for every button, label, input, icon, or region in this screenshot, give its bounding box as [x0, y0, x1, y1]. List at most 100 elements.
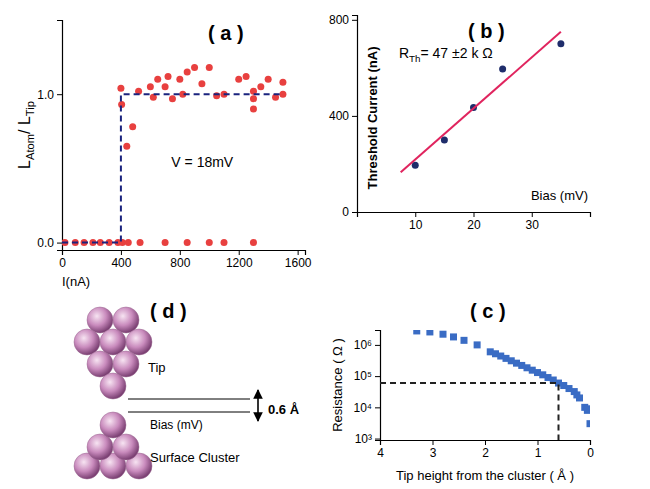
x-axis-title: Bias (mV)	[531, 188, 588, 203]
panel: 4321010³10⁴10⁵10⁶( c )Tip height from th…	[330, 300, 594, 483]
axis-line	[375, 331, 381, 441]
axis-line	[352, 16, 358, 213]
point	[265, 76, 272, 83]
point	[461, 337, 468, 344]
point	[499, 66, 506, 73]
tick: 1200	[226, 250, 253, 270]
y-axis: 0400800	[329, 13, 358, 219]
axis-line	[63, 251, 306, 256]
tick-mark	[57, 243, 62, 244]
tick: 400	[111, 250, 131, 270]
axis-line	[57, 21, 63, 251]
point	[413, 330, 420, 334]
subscript: Atom	[24, 134, 36, 160]
tick: 10⁵	[354, 369, 380, 383]
panel: 1020300400800( b )Bias (mV)Threshold Cur…	[329, 13, 591, 231]
tick: 10⁶	[354, 338, 380, 352]
tick-label: 30	[526, 218, 540, 232]
text-part: = 47 ±2 k Ω	[421, 45, 493, 61]
x-axis: 040080012001600	[59, 250, 312, 270]
tick: 2	[482, 440, 489, 460]
text-part: / L	[16, 116, 33, 134]
label: Tip	[148, 360, 166, 375]
text-part: R	[399, 45, 409, 61]
point	[184, 239, 191, 246]
point	[221, 239, 228, 246]
line	[401, 32, 561, 173]
subscript: Th	[409, 53, 420, 64]
point	[147, 83, 154, 90]
y-axis: 10³ 10⁴ 10⁵ 10⁶	[353, 331, 380, 446]
annotation: RTh= 47 ±2 k Ω	[399, 45, 493, 64]
atom	[113, 351, 139, 377]
tick-label: 4	[377, 446, 384, 460]
gap-line	[128, 412, 250, 413]
axis-line	[381, 441, 591, 446]
tick-label: 20	[467, 218, 481, 232]
atom	[87, 307, 113, 333]
panel-label: ( a )	[208, 22, 244, 44]
point	[206, 239, 213, 246]
tick-mark	[375, 345, 380, 346]
gap-arrow	[257, 390, 259, 421]
tick: 10⁴	[353, 401, 380, 415]
diagram: ( d )Tip0.6 ÅBias (mV)Surface Cluster	[74, 300, 300, 479]
tick-label: 10⁴	[353, 401, 372, 415]
atom	[113, 434, 139, 460]
point	[243, 73, 250, 80]
point	[206, 64, 213, 71]
point	[557, 40, 564, 47]
atom	[74, 329, 100, 355]
point	[235, 76, 242, 83]
point	[250, 106, 257, 113]
tick: 10³	[355, 432, 380, 446]
tick-mark	[590, 440, 591, 445]
tick-label: 400	[111, 256, 131, 270]
tick-mark	[415, 212, 416, 217]
tick-label: 1600	[285, 256, 312, 270]
point	[576, 394, 583, 401]
tick: 1600	[285, 250, 312, 270]
tick: 1.0	[37, 88, 62, 102]
point	[165, 73, 172, 80]
line	[62, 94, 283, 242]
gap-line	[128, 399, 250, 400]
tick: 0.0	[37, 236, 62, 250]
atom	[100, 373, 126, 399]
tick-label: 10³	[355, 432, 372, 446]
tick-label: 800	[329, 13, 349, 27]
x-axis-title: Tip height from the cluster ( Å )	[396, 468, 574, 483]
tick: 0	[587, 440, 594, 460]
point	[169, 95, 176, 102]
tick: 800	[170, 250, 190, 270]
tick-mark	[352, 116, 357, 117]
point	[279, 91, 286, 98]
point	[117, 85, 124, 92]
label: Surface Cluster	[150, 450, 240, 465]
label: 0.6 Å	[268, 402, 300, 417]
point	[250, 239, 257, 246]
subscript: Tip	[24, 101, 36, 116]
point	[137, 239, 144, 246]
text-part: L	[16, 160, 33, 169]
point	[154, 76, 161, 83]
point	[198, 80, 205, 87]
tick-mark	[375, 439, 380, 440]
tick-mark	[298, 250, 299, 255]
tick: 10	[409, 212, 423, 232]
tick-mark	[474, 212, 475, 217]
tick-label: 2	[482, 446, 489, 460]
tick-mark	[180, 250, 181, 255]
plot-area	[62, 64, 286, 246]
y-axis-title: Threshold Current (nA)	[365, 47, 380, 190]
point	[191, 64, 198, 71]
tick: 4	[377, 440, 384, 460]
tick-label: 1	[535, 446, 542, 460]
atom	[100, 412, 126, 438]
x-axis-title: I(nA)	[62, 274, 90, 289]
tick-mark	[532, 212, 533, 217]
plot-area	[401, 32, 565, 173]
atom	[87, 434, 113, 460]
atom	[126, 329, 152, 355]
tick-mark	[352, 212, 357, 213]
